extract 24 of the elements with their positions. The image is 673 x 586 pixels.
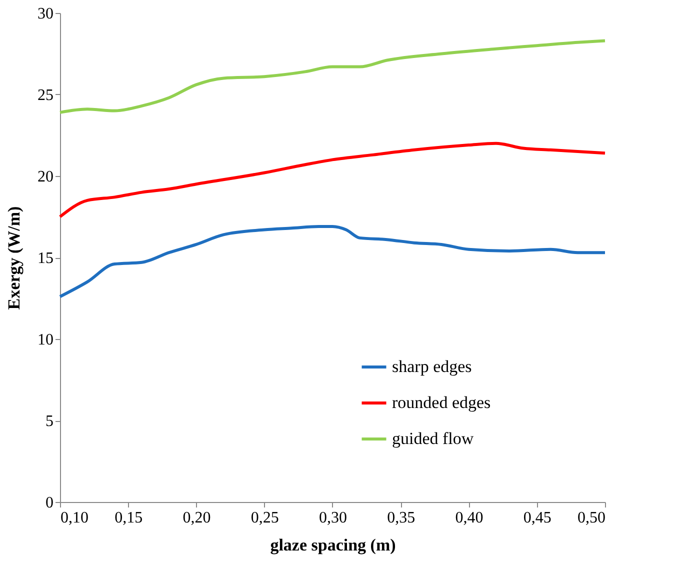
- legend-label: guided flow: [392, 429, 474, 448]
- line-series: [58, 225, 606, 298]
- x-tick-label: 0,15: [114, 510, 143, 526]
- y-tick-label: 0: [46, 494, 54, 512]
- x-tick-label: 0,45: [523, 510, 552, 526]
- x-tick-label: 0,25: [250, 510, 279, 526]
- y-tick-label: 25: [38, 87, 54, 104]
- x-tick-label: 0,20: [182, 510, 211, 526]
- x-tick-label: 0,10: [60, 510, 88, 526]
- legend-label: rounded edges: [392, 393, 491, 412]
- y-tick-label: 5: [46, 413, 54, 430]
- y-tick-label: 10: [38, 332, 54, 348]
- y-tick-label: 20: [38, 168, 54, 186]
- line-series: [58, 142, 606, 218]
- y-tick-label: 15: [38, 250, 54, 267]
- legend-label: sharp edges: [392, 357, 472, 376]
- x-tick-label: 0,40: [455, 510, 484, 526]
- x-tick-label: 0,50: [578, 510, 606, 526]
- x-tick-label: 0,30: [319, 510, 347, 526]
- line-series: [58, 39, 606, 114]
- x-tick-label: 0,35: [387, 510, 416, 526]
- y-tick-label: 30: [38, 6, 54, 22]
- x-axis-title: glaze spacing (m): [270, 536, 396, 554]
- y-axis-title: Exergy (W/m): [4, 206, 24, 310]
